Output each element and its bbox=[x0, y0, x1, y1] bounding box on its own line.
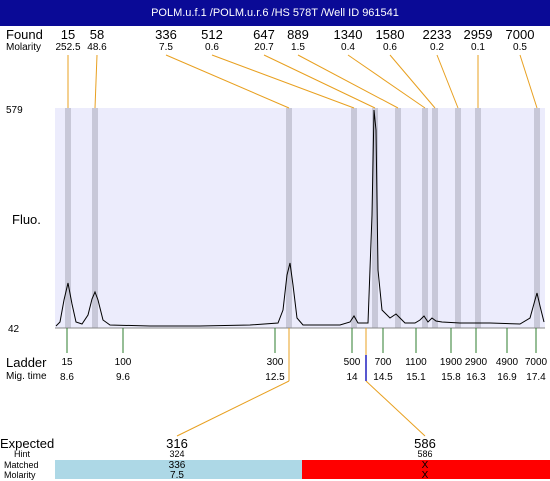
ladder-size-1100: 1100 bbox=[405, 357, 427, 368]
matched-bar-2 bbox=[302, 460, 550, 479]
mig-time-label: Mig. time bbox=[6, 371, 47, 382]
found-size-889: 889 bbox=[287, 27, 309, 42]
ladder-size-7000: 7000 bbox=[524, 357, 548, 368]
found-molarity-2233: 0.2 bbox=[430, 42, 444, 53]
peak-connector-58 bbox=[94, 54, 98, 109]
found-molarity-1580: 0.6 bbox=[383, 42, 397, 53]
ladder-time-700: 14.5 bbox=[373, 372, 393, 383]
found-size-512: 512 bbox=[201, 27, 223, 42]
ladder-time-300: 12.5 bbox=[265, 372, 285, 383]
peak-connector-512 bbox=[211, 54, 355, 109]
plot-area bbox=[55, 108, 545, 328]
ladder-label: Ladder bbox=[6, 355, 47, 370]
matched-value-2: X bbox=[421, 460, 429, 471]
found-size-58: 58 bbox=[89, 27, 105, 42]
ladder-size-1900: 1900 bbox=[439, 357, 463, 368]
ladder-size-100: 100 bbox=[114, 357, 132, 368]
found-molarity-58: 48.6 bbox=[87, 42, 107, 53]
y-axis-max: 579 bbox=[6, 105, 23, 116]
ladder-size-2900: 2900 bbox=[464, 357, 488, 368]
peak-connector-2233 bbox=[436, 54, 459, 109]
hint-value-1: 324 bbox=[169, 449, 185, 459]
found-size-7000: 7000 bbox=[505, 27, 535, 42]
peak-connector-336 bbox=[165, 54, 290, 109]
peak-bands bbox=[65, 108, 540, 328]
peak-connector-889 bbox=[297, 54, 399, 109]
ladder-time-7000: 17.4 bbox=[526, 372, 546, 383]
found-molarity-512: 0.6 bbox=[205, 42, 219, 53]
peak-connector-7000 bbox=[519, 54, 538, 109]
molarity-label: Molarity bbox=[6, 42, 42, 53]
found-molarity-336: 7.5 bbox=[159, 42, 173, 53]
expected-size-2: 586 bbox=[414, 436, 436, 451]
peak-band-336 bbox=[286, 108, 292, 328]
fluo-label: Fluo. bbox=[12, 212, 41, 227]
found-size-647: 647 bbox=[253, 27, 275, 42]
peak-connector-1340 bbox=[347, 54, 426, 109]
expected-size-1: 316 bbox=[166, 436, 188, 451]
window-title: POLM.u.f.1 /POLM.u.r.6 /HS 578T /Well ID… bbox=[0, 0, 550, 26]
peak-band-7000 bbox=[534, 108, 540, 328]
matched-label: Matched bbox=[4, 460, 39, 470]
found-molarity-889: 1.5 bbox=[291, 42, 305, 53]
ladder-ticks bbox=[66, 328, 537, 353]
peak-band-1580 bbox=[432, 108, 438, 328]
molarity-value-2: X bbox=[421, 470, 429, 481]
ladder-time-500: 14 bbox=[346, 372, 358, 383]
ladder-size-4900: 4900 bbox=[495, 357, 519, 368]
peak-band-1340 bbox=[422, 108, 428, 328]
found-size-336: 336 bbox=[155, 27, 177, 42]
peak-band-512 bbox=[351, 108, 357, 328]
peak-connector-647 bbox=[263, 54, 376, 109]
found-size-1580: 1580 bbox=[375, 27, 405, 42]
y-axis-min: 42 bbox=[8, 324, 20, 335]
peak-band-889 bbox=[395, 108, 401, 328]
peak-connector-1580 bbox=[389, 54, 436, 109]
found-size-2233: 2233 bbox=[422, 27, 452, 42]
ladder-size-500: 500 bbox=[343, 357, 361, 368]
ladder-size-300: 300 bbox=[266, 357, 284, 368]
peak-band-647 bbox=[372, 108, 378, 328]
found-molarity-1340: 0.4 bbox=[341, 42, 355, 53]
matched-bar-1 bbox=[55, 460, 302, 479]
expected-label: Expected bbox=[0, 436, 55, 451]
found-label: Found bbox=[6, 27, 43, 42]
ladder-size-15: 15 bbox=[61, 357, 73, 368]
found-size-2959: 2959 bbox=[463, 27, 493, 42]
peak-connectors bbox=[67, 54, 538, 109]
ladder-time-15: 8.6 bbox=[60, 372, 74, 383]
peak-band-15 bbox=[65, 108, 71, 328]
found-size-1340: 1340 bbox=[333, 27, 363, 42]
hint-value-2: 586 bbox=[417, 449, 433, 459]
matched-value-1: 336 bbox=[168, 460, 186, 471]
peak-band-58 bbox=[92, 108, 98, 328]
molarity-bottom-label: Molarity bbox=[4, 470, 36, 480]
ladder-time-100: 9.6 bbox=[116, 372, 130, 383]
fluorescence-trace bbox=[55, 109, 545, 327]
ladder-size-700: 700 bbox=[374, 357, 392, 368]
expected-connector-1 bbox=[176, 380, 290, 437]
found-molarity-15: 252.5 bbox=[55, 42, 81, 53]
found-size-15: 15 bbox=[60, 27, 76, 42]
peak-band-2959 bbox=[475, 108, 481, 328]
expected-connectors bbox=[176, 328, 426, 437]
ladder-time-1100: 15.1 bbox=[406, 372, 426, 383]
ladder-time-4900: 16.9 bbox=[497, 372, 517, 383]
found-molarity-7000: 0.5 bbox=[513, 42, 527, 53]
found-molarity-647: 20.7 bbox=[254, 42, 274, 53]
hint-label: Hint bbox=[14, 449, 31, 459]
peak-band-2233 bbox=[455, 108, 461, 328]
ladder-time-1900: 15.8 bbox=[441, 372, 461, 383]
molarity-value-1: 7.5 bbox=[170, 470, 184, 481]
expected-connector-2 bbox=[365, 380, 426, 437]
found-molarity-2959: 0.1 bbox=[471, 42, 485, 53]
ladder-time-2900: 16.3 bbox=[466, 372, 486, 383]
